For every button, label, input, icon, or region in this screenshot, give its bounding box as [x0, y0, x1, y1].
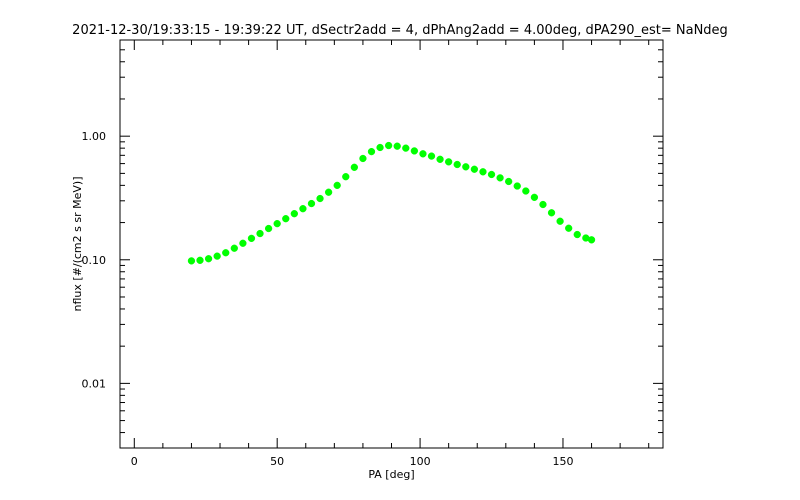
- x-tick-label: 0: [131, 455, 138, 468]
- data-point: [230, 244, 238, 252]
- data-point: [376, 143, 384, 152]
- data-point: [342, 173, 350, 181]
- data-point: [333, 181, 341, 190]
- data-point: [565, 224, 573, 232]
- data-point: [402, 144, 410, 152]
- data-point: [547, 209, 556, 217]
- data-point: [213, 252, 221, 260]
- data-point: [587, 236, 596, 244]
- data-point: [282, 215, 290, 223]
- data-point: [324, 188, 333, 196]
- data-point: [247, 234, 256, 243]
- data-point: [299, 205, 307, 213]
- x-tick-label: 100: [410, 455, 431, 468]
- data-point: [496, 174, 504, 182]
- data-point: [513, 182, 521, 190]
- data-point: [522, 187, 530, 195]
- y-axis-ticks: 0.01 0.10 1.00: [82, 39, 663, 449]
- x-axis-ticks: 0 50 100 150: [131, 40, 650, 468]
- data-point: [505, 177, 513, 186]
- data-point: [264, 224, 273, 233]
- data-point: [222, 249, 230, 257]
- data-point: [419, 150, 427, 158]
- data-point: [410, 147, 419, 155]
- data-point: [350, 163, 358, 171]
- data-point: [204, 255, 213, 263]
- y-tick-label: 0.10: [82, 254, 107, 267]
- data-point: [445, 158, 453, 166]
- data-point: [470, 165, 479, 173]
- data-point: [462, 163, 470, 171]
- data-point: [316, 194, 324, 203]
- x-axis-label: PA [deg]: [368, 468, 414, 481]
- plot-frame: [119, 39, 664, 449]
- data-point: [196, 256, 204, 264]
- data-point: [573, 230, 581, 239]
- data-point: [556, 217, 564, 225]
- x-tick-label: 50: [270, 455, 284, 468]
- data-point: [187, 257, 196, 265]
- data-point: [273, 220, 281, 228]
- data-point: [453, 160, 461, 169]
- data-point: [307, 199, 316, 208]
- data-point: [530, 193, 539, 201]
- plot-area-border: [119, 39, 664, 449]
- data-point: [239, 239, 247, 247]
- y-axis-label: nflux [#/(cm2 s sr MeV)]: [71, 177, 84, 312]
- data-point: [256, 229, 264, 238]
- series-layer: [187, 141, 596, 265]
- y-tick-label: 0.01: [82, 377, 107, 390]
- data-point: [539, 200, 547, 209]
- y-tick-label: 1.00: [82, 130, 107, 143]
- data-point: [427, 152, 436, 160]
- data-point: [384, 141, 393, 150]
- data-point: [290, 210, 298, 218]
- data-point: [487, 170, 496, 179]
- data-point: [393, 142, 401, 150]
- data-point: [367, 147, 376, 156]
- x-tick-label: 150: [552, 455, 573, 468]
- chart-title: 2021-12-30/19:33:15 - 19:39:22 UT, dSect…: [72, 23, 728, 38]
- data-point: [479, 168, 487, 176]
- data-point: [436, 155, 444, 163]
- data-point: [359, 154, 367, 163]
